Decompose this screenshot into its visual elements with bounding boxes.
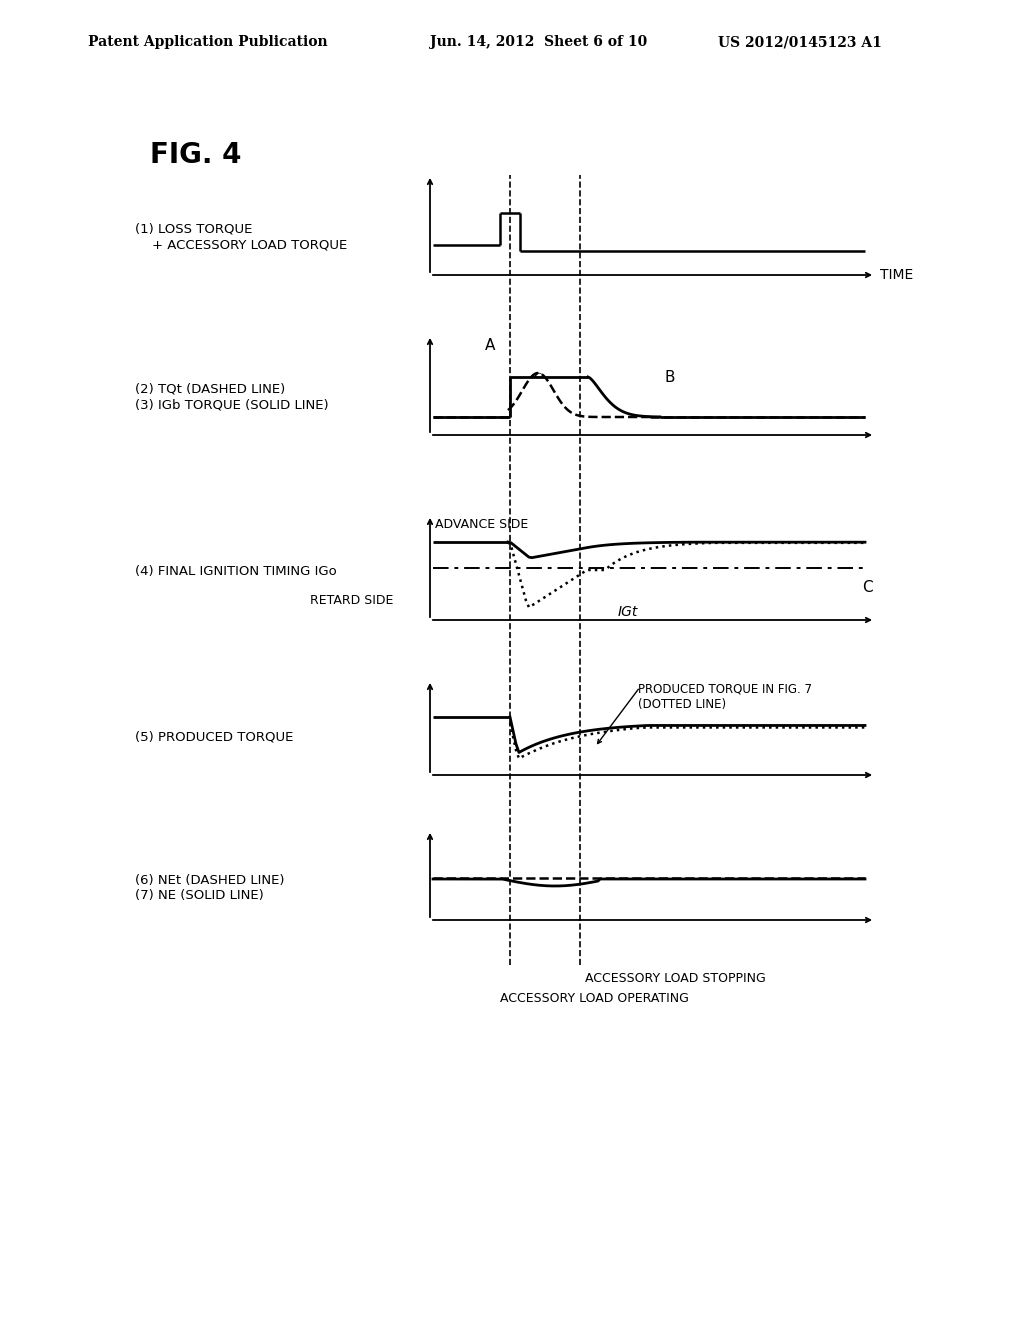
Polygon shape <box>531 374 544 378</box>
Text: Patent Application Publication: Patent Application Publication <box>88 36 328 49</box>
Text: FIG. 4: FIG. 4 <box>150 141 242 169</box>
Text: (6) NEt (DASHED LINE)
(7) NE (SOLID LINE): (6) NEt (DASHED LINE) (7) NE (SOLID LINE… <box>135 874 285 902</box>
Text: (1) LOSS TORQUE
    + ACCESSORY LOAD TORQUE: (1) LOSS TORQUE + ACCESSORY LOAD TORQUE <box>135 223 347 251</box>
Text: B: B <box>665 370 676 384</box>
Text: PRODUCED TORQUE IN FIG. 7
(DOTTED LINE): PRODUCED TORQUE IN FIG. 7 (DOTTED LINE) <box>638 682 812 711</box>
Text: ADVANCE SIDE: ADVANCE SIDE <box>435 519 528 532</box>
Text: (5) PRODUCED TORQUE: (5) PRODUCED TORQUE <box>135 730 293 743</box>
Text: Jun. 14, 2012  Sheet 6 of 10: Jun. 14, 2012 Sheet 6 of 10 <box>430 36 647 49</box>
Text: IGt: IGt <box>618 605 638 619</box>
Text: (2) TQt (DASHED LINE)
(3) IGb TORQUE (SOLID LINE): (2) TQt (DASHED LINE) (3) IGb TORQUE (SO… <box>135 383 329 411</box>
Text: A: A <box>485 338 496 352</box>
Text: TIME: TIME <box>880 268 913 282</box>
Text: US 2012/0145123 A1: US 2012/0145123 A1 <box>718 36 882 49</box>
Text: C: C <box>862 581 872 595</box>
Text: ACCESSORY LOAD OPERATING: ACCESSORY LOAD OPERATING <box>500 991 689 1005</box>
Text: ACCESSORY LOAD STOPPING: ACCESSORY LOAD STOPPING <box>585 972 766 985</box>
Text: (4) FINAL IGNITION TIMING IGo: (4) FINAL IGNITION TIMING IGo <box>135 565 337 578</box>
Text: RETARD SIDE: RETARD SIDE <box>310 594 393 606</box>
